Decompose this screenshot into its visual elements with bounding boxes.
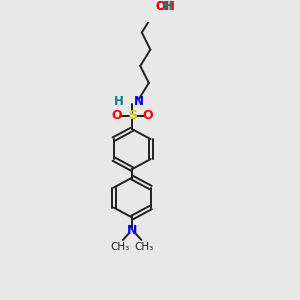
Text: N: N bbox=[134, 95, 144, 108]
Text: CH₃: CH₃ bbox=[110, 242, 130, 252]
Text: N: N bbox=[127, 224, 137, 237]
Text: O: O bbox=[155, 0, 165, 13]
Text: CH₃: CH₃ bbox=[135, 242, 154, 252]
Text: OH: OH bbox=[155, 0, 175, 13]
Text: H: H bbox=[163, 0, 173, 13]
Text: S: S bbox=[128, 110, 137, 122]
Text: H: H bbox=[114, 95, 124, 108]
Text: O: O bbox=[142, 110, 153, 122]
Text: O: O bbox=[111, 110, 122, 122]
